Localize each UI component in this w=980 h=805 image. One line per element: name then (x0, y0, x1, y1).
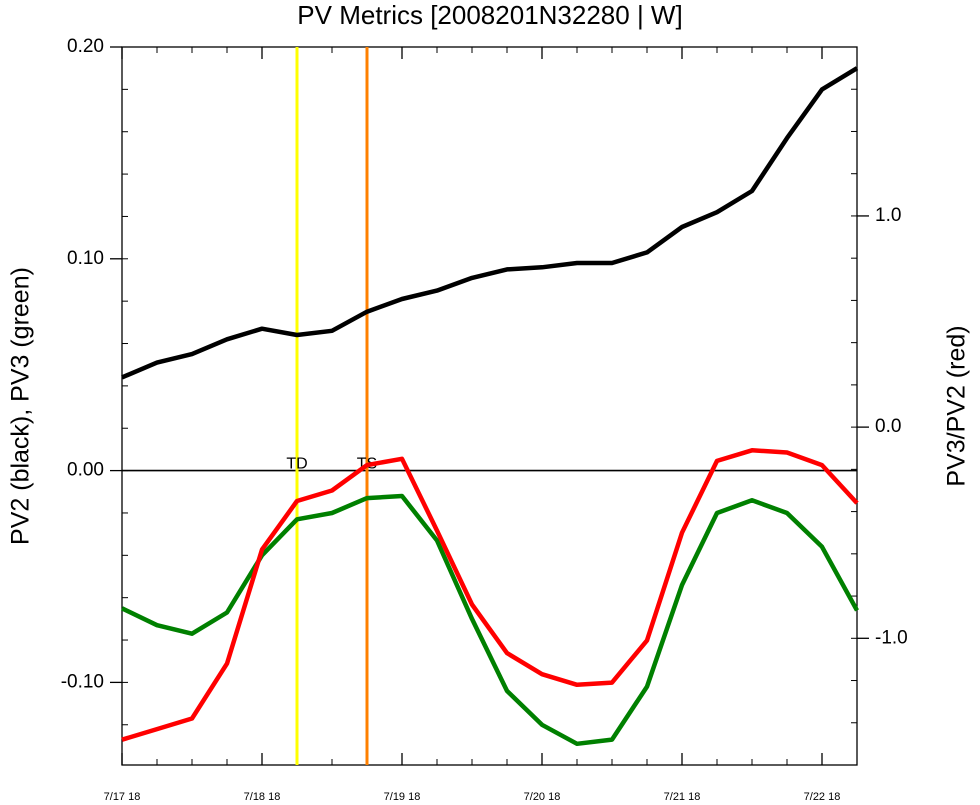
marker-label-td: TD (286, 456, 307, 473)
left-tick-label: 0.20 (67, 36, 104, 57)
right-tick-label: 0.0 (875, 416, 901, 437)
plot-frame (121, 46, 858, 766)
x-tick-label: 7/20 18 (524, 791, 561, 803)
right-tick-label: -1.0 (875, 627, 908, 648)
left-tick-label: 0.10 (67, 248, 104, 269)
left-tick-label: 0.00 (67, 460, 104, 481)
series-line-1 (121, 66, 859, 380)
series-line-3 (121, 448, 859, 742)
left-tick-label: -0.10 (61, 671, 104, 692)
right-axis-label: PV3/PV2 (red) (943, 325, 971, 486)
x-tick-label: 7/17 18 (104, 791, 141, 803)
series-lines: TD TS (121, 47, 859, 765)
chart-title: PV Metrics [2008201N32280 | W] (297, 0, 682, 30)
right-tick-label: 1.0 (875, 205, 901, 226)
left-axis-label: PV2 (black), PV3 (green) (7, 267, 35, 545)
axis-ticks: -0.10 0.00 0.10 0.20 -1.0 0.0 1.0 7/17 18 7/18 1… (61, 36, 908, 803)
x-tick-label: 7/19 18 (384, 791, 421, 803)
x-tick-label: 7/21 18 (664, 791, 701, 803)
x-tick-label: 7/18 18 (244, 791, 281, 803)
x-tick-label: 7/22 18 (804, 791, 841, 803)
series-line-2 (121, 493, 859, 747)
